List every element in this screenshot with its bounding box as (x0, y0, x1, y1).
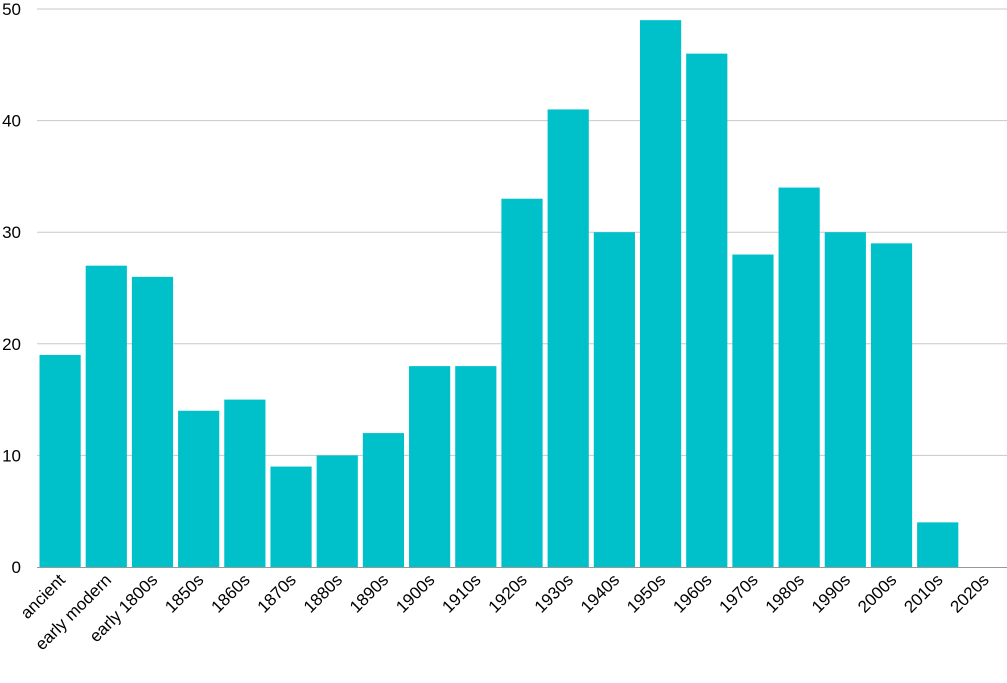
y-tick-label: 40 (2, 112, 21, 131)
x-tick-label: 1970s (716, 570, 762, 616)
x-tick-label: 1950s (623, 570, 669, 616)
x-tick-label: 1990s (808, 570, 854, 616)
bar (732, 254, 774, 567)
x-tick-label: 1850s (161, 570, 207, 616)
bar (224, 399, 266, 567)
x-tick-label: 1890s (346, 570, 392, 616)
bar (593, 232, 635, 567)
x-tick-label: 2010s (900, 570, 946, 616)
bar (917, 522, 959, 567)
bar (409, 366, 451, 567)
bar (316, 455, 358, 567)
x-tick-label: 1900s (392, 570, 438, 616)
bar (501, 198, 543, 567)
bar (547, 109, 589, 567)
bar (455, 366, 497, 567)
bar (85, 265, 127, 567)
x-tick-label: 1960s (669, 570, 715, 616)
x-tick-label: 1980s (762, 570, 808, 616)
y-tick-label: 50 (2, 0, 21, 19)
x-tick-label: 2020s (947, 570, 993, 616)
y-tick-label: 20 (2, 335, 21, 354)
x-tick-label: 1870s (254, 570, 300, 616)
y-tick-label: 0 (12, 558, 21, 577)
bar (178, 410, 220, 567)
x-tick-label: 1940s (577, 570, 623, 616)
bars (39, 20, 959, 568)
x-tick-label: 1860s (207, 570, 253, 616)
bar (639, 20, 682, 568)
x-tick-label: 1910s (438, 570, 484, 616)
x-tick-label: 2000s (854, 570, 900, 616)
bar (778, 187, 820, 567)
bar (870, 243, 913, 568)
y-tick-label: 10 (2, 446, 21, 465)
x-tick-label: 1920s (485, 570, 531, 616)
bar (270, 466, 312, 567)
bar (362, 433, 405, 567)
bar (824, 232, 866, 567)
x-tick-label: 1930s (531, 570, 577, 616)
bar (686, 53, 728, 567)
bar (39, 354, 81, 567)
y-tick-label: 30 (2, 223, 21, 242)
x-tick-label: 1880s (300, 570, 346, 616)
y-axis-ticks: 0 10 20 30 40 50 (2, 0, 21, 577)
bar (131, 276, 174, 567)
